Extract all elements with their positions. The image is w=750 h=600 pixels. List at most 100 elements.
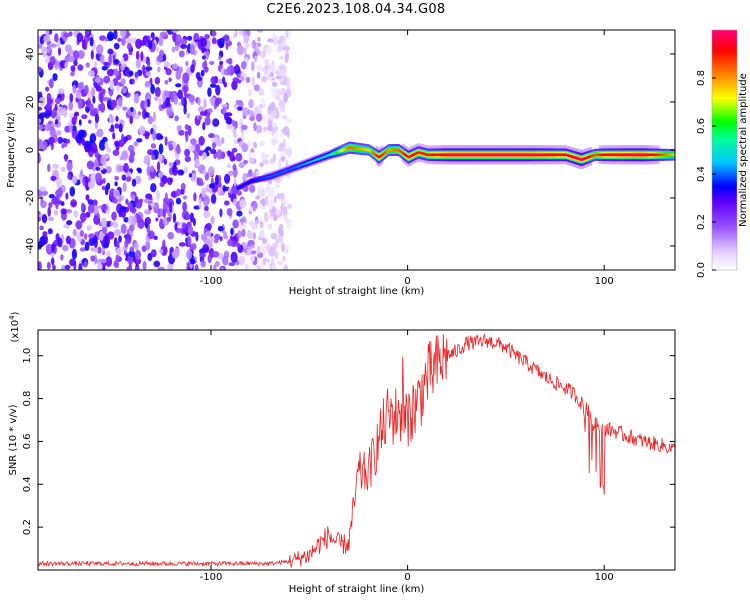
heatmap-cell — [248, 220, 255, 227]
heatmap-cell — [259, 140, 266, 147]
heatmap-cell — [73, 59, 78, 67]
colorbar-cell — [712, 252, 737, 255]
colorbar-cell — [712, 40, 737, 43]
heatmap-cell — [163, 91, 170, 97]
heatmap-cell — [114, 175, 119, 181]
signal-track-cell — [607, 153, 609, 157]
heatmap-cell — [202, 55, 206, 60]
signal-track-cell — [556, 153, 559, 157]
colorbar-cell — [712, 142, 737, 145]
signal-track-cell — [530, 153, 533, 157]
heatmap-cell — [250, 148, 255, 153]
heatmap-cell — [273, 195, 277, 203]
heatmap-cell — [255, 219, 260, 224]
heatmap-cell — [106, 147, 112, 153]
heatmap-cell — [124, 239, 129, 248]
heatmap-cell — [64, 264, 71, 270]
signal-track-cell — [250, 180, 253, 183]
heatmap-cell — [278, 133, 284, 138]
signal-track-cell — [376, 155, 379, 158]
heatmap-cell — [190, 64, 195, 74]
signal-track-cell — [426, 153, 429, 156]
signal-track-cell — [625, 153, 628, 157]
heatmap-cell — [199, 111, 206, 116]
signal-track-cell — [270, 175, 273, 178]
heatmap-cell — [81, 114, 88, 120]
heatmap-cell — [69, 93, 74, 103]
heatmap-cell — [239, 255, 245, 266]
heatmap-cell — [278, 64, 286, 71]
heatmap-cell — [259, 244, 267, 255]
colorbar-cell — [712, 192, 737, 195]
signal-track-cell — [347, 146, 350, 150]
heatmap-cell — [97, 246, 102, 254]
heatmap-cell — [262, 154, 270, 159]
heatmap-cell — [118, 235, 122, 243]
heatmap-cell — [86, 97, 91, 109]
heatmap-cell — [127, 144, 135, 153]
signal-track-cell — [658, 153, 661, 157]
heatmap-cell — [139, 198, 144, 203]
signal-track-cell — [551, 153, 554, 157]
heatmap-cell — [275, 106, 279, 114]
signal-track-cell — [371, 150, 373, 154]
heatmap-cell — [46, 92, 52, 102]
colorbar-cell — [712, 228, 737, 231]
heatmap-cell — [278, 88, 286, 96]
signal-track-cell — [620, 153, 622, 157]
heatmap-cell — [150, 83, 156, 95]
signal-track-cell — [450, 153, 452, 157]
signal-track-cell — [393, 148, 396, 152]
heatmap-area — [38, 30, 675, 270]
heatmap-cell — [258, 88, 265, 96]
signal-track-cell — [395, 148, 398, 152]
heatmap-cell — [96, 44, 104, 55]
heatmap-cell — [99, 54, 105, 64]
heatmap-cell — [203, 200, 208, 206]
heatmap-cell — [163, 61, 171, 68]
heatmap-cell — [99, 35, 107, 41]
heatmap-cell — [55, 97, 61, 105]
heatmap-cell — [153, 235, 158, 240]
heatmap-cell — [190, 243, 197, 251]
heatmap-cell — [165, 68, 172, 76]
heatmap-cell — [129, 150, 136, 157]
heatmap-cell — [194, 264, 199, 270]
heatmap-cell — [38, 43, 43, 49]
colorbar-tick-label: 0.2 — [696, 214, 707, 230]
heatmap-cell — [125, 198, 129, 205]
heatmap-cell — [135, 38, 142, 49]
signal-track-cell — [294, 166, 297, 169]
signal-track-cell — [618, 153, 621, 157]
colorbar-cell — [712, 120, 737, 123]
heatmap-cell — [134, 175, 142, 185]
heatmap-cell — [167, 177, 173, 186]
heatmap-cell — [188, 94, 195, 103]
heatmap-cell — [49, 127, 56, 137]
heatmap-cell — [39, 212, 43, 219]
heatmap-cell — [147, 149, 155, 156]
colorbar-cell — [712, 166, 737, 169]
heatmap-cell — [51, 110, 55, 118]
signal-track-cell — [483, 153, 485, 157]
signal-track-cell — [359, 147, 362, 151]
heatmap-cell — [86, 160, 95, 170]
heatmap-cell — [93, 215, 100, 225]
signal-track-cell — [240, 185, 242, 188]
heatmap-cell — [235, 79, 242, 84]
signal-track-cell — [237, 186, 240, 189]
heatmap-cell — [162, 208, 166, 218]
signal-track-cell — [346, 147, 349, 150]
heatmap-cell — [243, 33, 250, 44]
bottom-y-tick-label: 0.4 — [22, 476, 33, 492]
signal-track-cell — [640, 153, 642, 157]
heatmap-cell — [89, 133, 97, 144]
heatmap-cell — [159, 248, 164, 255]
colorbar-cell — [712, 226, 737, 229]
signal-track-cell — [248, 181, 251, 184]
heatmap-cell — [252, 205, 256, 212]
heatmap-cell — [128, 51, 133, 56]
heatmap-cell — [249, 184, 256, 193]
signal-track-cell — [519, 153, 522, 157]
heatmap-cell — [235, 152, 243, 162]
